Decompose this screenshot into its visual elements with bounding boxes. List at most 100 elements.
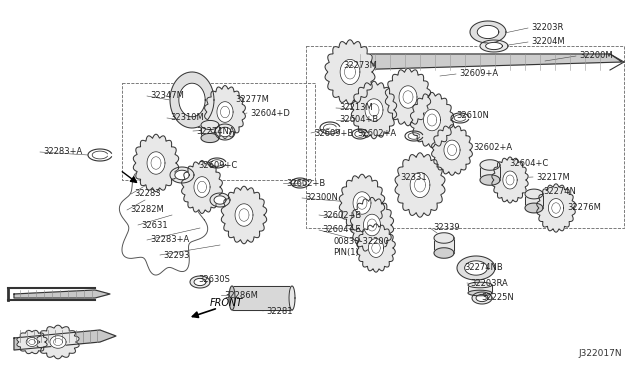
Polygon shape bbox=[480, 175, 500, 185]
Polygon shape bbox=[14, 330, 116, 350]
Text: 32203RA: 32203RA bbox=[470, 279, 508, 288]
Polygon shape bbox=[468, 290, 492, 296]
Polygon shape bbox=[480, 40, 508, 52]
Polygon shape bbox=[351, 198, 394, 253]
Polygon shape bbox=[325, 40, 375, 104]
Polygon shape bbox=[353, 192, 371, 214]
Polygon shape bbox=[235, 204, 253, 226]
Text: 32602+B: 32602+B bbox=[286, 179, 325, 187]
Polygon shape bbox=[468, 285, 492, 293]
Text: 32273M: 32273M bbox=[343, 61, 377, 70]
Polygon shape bbox=[194, 278, 206, 286]
Polygon shape bbox=[537, 184, 575, 232]
Polygon shape bbox=[190, 276, 210, 288]
Text: 32225N: 32225N bbox=[481, 294, 514, 302]
Text: 32604+E: 32604+E bbox=[322, 225, 360, 234]
Polygon shape bbox=[477, 25, 499, 39]
Polygon shape bbox=[385, 68, 431, 126]
Text: 32282M: 32282M bbox=[130, 205, 164, 215]
Polygon shape bbox=[472, 292, 492, 304]
Text: 32602+B: 32602+B bbox=[322, 211, 361, 219]
Polygon shape bbox=[170, 72, 214, 128]
Text: 32604+B: 32604+B bbox=[339, 115, 378, 125]
Polygon shape bbox=[170, 167, 194, 183]
Polygon shape bbox=[431, 125, 472, 175]
Polygon shape bbox=[444, 140, 460, 160]
Polygon shape bbox=[525, 194, 543, 208]
Text: 32602+A: 32602+A bbox=[357, 128, 396, 138]
Polygon shape bbox=[548, 199, 564, 218]
Text: 32213M: 32213M bbox=[339, 103, 372, 112]
Polygon shape bbox=[289, 286, 295, 310]
Polygon shape bbox=[395, 153, 445, 217]
Text: 32339: 32339 bbox=[433, 224, 460, 232]
Polygon shape bbox=[339, 174, 385, 232]
Text: 32293: 32293 bbox=[163, 250, 189, 260]
Text: 32283: 32283 bbox=[134, 189, 161, 199]
Polygon shape bbox=[480, 165, 500, 180]
Polygon shape bbox=[356, 224, 396, 272]
Polygon shape bbox=[410, 172, 430, 198]
Polygon shape bbox=[410, 92, 454, 148]
Polygon shape bbox=[201, 125, 219, 138]
Text: 32602+A: 32602+A bbox=[473, 144, 512, 153]
Polygon shape bbox=[201, 134, 219, 142]
Text: 32286M: 32286M bbox=[224, 291, 258, 299]
Polygon shape bbox=[434, 233, 454, 243]
Polygon shape bbox=[26, 337, 38, 346]
Polygon shape bbox=[194, 177, 210, 198]
Polygon shape bbox=[525, 203, 543, 213]
Polygon shape bbox=[503, 171, 517, 189]
Polygon shape bbox=[17, 330, 47, 354]
Polygon shape bbox=[221, 186, 267, 244]
Text: 32310M: 32310M bbox=[170, 113, 204, 122]
Text: 32331: 32331 bbox=[400, 173, 427, 183]
Polygon shape bbox=[424, 109, 440, 131]
Text: 32274NA: 32274NA bbox=[196, 126, 235, 135]
Text: 32604+D: 32604+D bbox=[250, 109, 290, 118]
Polygon shape bbox=[340, 60, 360, 84]
Polygon shape bbox=[492, 157, 528, 203]
Polygon shape bbox=[525, 189, 543, 199]
Polygon shape bbox=[210, 193, 230, 207]
Text: 32609+B: 32609+B bbox=[314, 128, 353, 138]
Text: 32300N: 32300N bbox=[305, 193, 338, 202]
Polygon shape bbox=[465, 261, 488, 275]
Text: 32609+A: 32609+A bbox=[459, 70, 498, 78]
Text: 32203R: 32203R bbox=[531, 23, 563, 32]
Polygon shape bbox=[351, 81, 397, 139]
Polygon shape bbox=[205, 86, 245, 138]
Text: 32610N: 32610N bbox=[456, 110, 489, 119]
Text: 32347M: 32347M bbox=[150, 92, 184, 100]
Polygon shape bbox=[486, 42, 502, 49]
Text: 32274N: 32274N bbox=[543, 187, 576, 196]
Polygon shape bbox=[468, 282, 492, 288]
Text: 32274NB: 32274NB bbox=[464, 263, 503, 273]
Text: 32283+A: 32283+A bbox=[43, 148, 83, 157]
Polygon shape bbox=[364, 214, 381, 236]
Polygon shape bbox=[470, 21, 506, 43]
Polygon shape bbox=[201, 121, 219, 129]
Text: 32609+C: 32609+C bbox=[198, 160, 237, 170]
Text: 32631: 32631 bbox=[141, 221, 168, 230]
Text: 32276M: 32276M bbox=[567, 203, 601, 212]
Polygon shape bbox=[147, 152, 165, 174]
Polygon shape bbox=[175, 170, 189, 180]
Polygon shape bbox=[399, 86, 417, 108]
Text: 32630S: 32630S bbox=[198, 276, 230, 285]
Polygon shape bbox=[214, 196, 226, 204]
Polygon shape bbox=[50, 336, 66, 348]
Text: 32200M: 32200M bbox=[579, 51, 612, 61]
Polygon shape bbox=[179, 83, 205, 117]
Polygon shape bbox=[232, 286, 292, 310]
Text: 00830-32200
PIN(1): 00830-32200 PIN(1) bbox=[333, 237, 389, 257]
Polygon shape bbox=[133, 134, 179, 192]
Polygon shape bbox=[457, 256, 495, 280]
Text: 32277M: 32277M bbox=[235, 96, 269, 105]
Polygon shape bbox=[37, 325, 79, 359]
Polygon shape bbox=[229, 286, 235, 310]
Text: 32283+A: 32283+A bbox=[150, 235, 189, 244]
Polygon shape bbox=[219, 127, 231, 137]
Text: 32217M: 32217M bbox=[536, 173, 570, 182]
Polygon shape bbox=[217, 102, 233, 122]
